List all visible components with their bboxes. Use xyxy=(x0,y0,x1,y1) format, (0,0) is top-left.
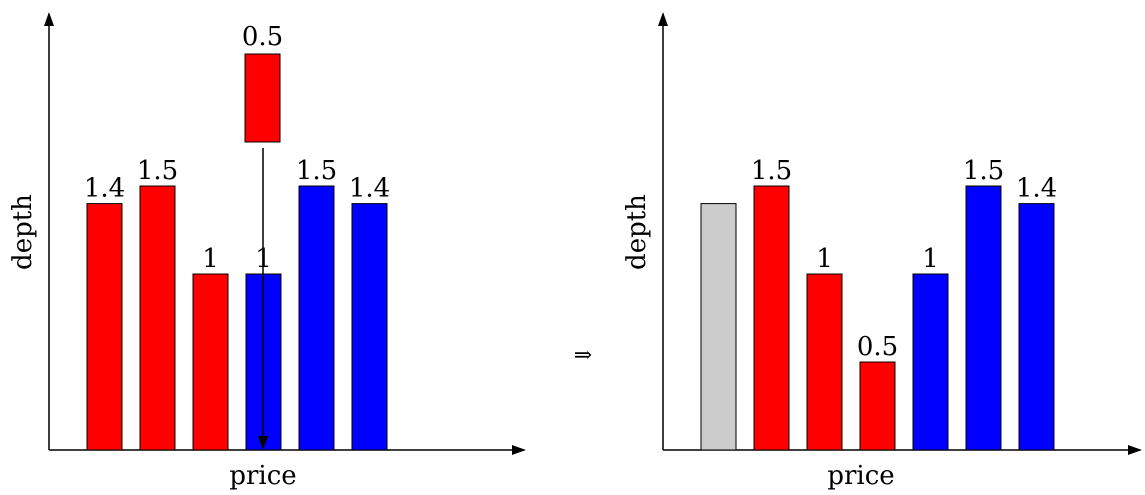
left-bar-label: 1.4 xyxy=(84,174,125,204)
right-bar-ask xyxy=(859,361,896,451)
right-bar-bid xyxy=(912,273,949,451)
right-bar-label: 1.5 xyxy=(963,156,1004,186)
left-bar-ask xyxy=(86,203,123,451)
incoming-order: 0.5 xyxy=(242,22,283,143)
right-bar-label: 1 xyxy=(816,244,833,274)
left-bar-ask xyxy=(139,185,176,451)
right-bar-bid xyxy=(1018,203,1055,451)
right-bar-label: 1 xyxy=(922,244,939,274)
left-ylabel: depth xyxy=(8,194,38,270)
left-panel: 1.41.5111.51.4 0.5 price depth xyxy=(8,12,526,491)
incoming-order-label: 0.5 xyxy=(242,22,283,52)
right-bar-removed xyxy=(700,203,737,451)
right-panel: 1.5 1 0.5 1 1.5 1.4 price depth xyxy=(622,12,1142,491)
left-bar-label: 1.5 xyxy=(296,156,337,186)
right-bar-ask xyxy=(753,185,790,451)
transition-arrow: ⇒ xyxy=(574,343,592,368)
incoming-order-bar xyxy=(244,53,281,143)
right-bar-ask xyxy=(806,273,843,451)
left-bar-bid xyxy=(351,203,388,451)
left-bar-bid xyxy=(298,185,335,451)
right-ylabel: depth xyxy=(622,194,652,270)
right-bar-label: 0.5 xyxy=(857,332,898,362)
left-bar-label: 1.4 xyxy=(349,174,390,204)
left-bar-label: 1 xyxy=(202,244,219,274)
left-xlabel: price xyxy=(229,461,296,491)
right-bar-label: 1.4 xyxy=(1016,174,1057,204)
right-bars: 1.5 1 0.5 1 1.5 1.4 xyxy=(700,156,1057,451)
left-bar-label: 1.5 xyxy=(137,156,178,186)
left-bar-ask xyxy=(192,273,229,451)
left-bars: 1.41.5111.51.4 xyxy=(84,156,390,451)
right-bar-label: 1.5 xyxy=(751,156,792,186)
right-xlabel: price xyxy=(827,461,894,491)
right-bar-bid xyxy=(965,185,1002,451)
